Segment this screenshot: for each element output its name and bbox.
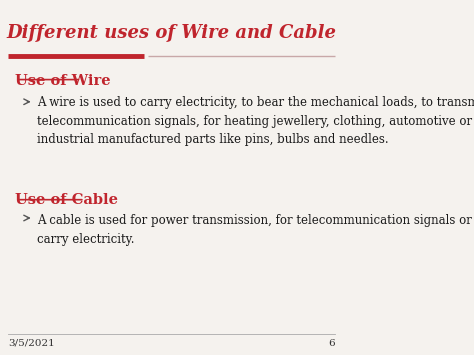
Text: Use of Cable: Use of Cable bbox=[15, 193, 118, 207]
Text: 6: 6 bbox=[328, 339, 335, 348]
Text: 3/5/2021: 3/5/2021 bbox=[8, 339, 55, 348]
Text: Different uses of Wire and Cable: Different uses of Wire and Cable bbox=[6, 24, 337, 42]
Text: Use of Wire: Use of Wire bbox=[15, 73, 110, 88]
Text: A cable is used for power transmission, for telecommunication signals or to
carr: A cable is used for power transmission, … bbox=[37, 214, 474, 246]
Text: A wire is used to carry electricity, to bear the mechanical loads, to transmit
t: A wire is used to carry electricity, to … bbox=[37, 97, 474, 147]
